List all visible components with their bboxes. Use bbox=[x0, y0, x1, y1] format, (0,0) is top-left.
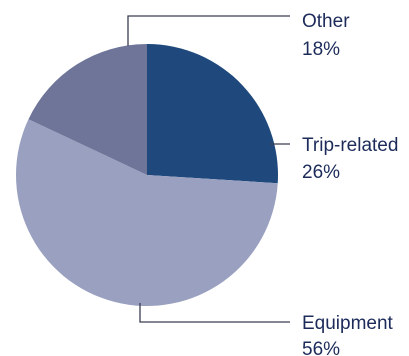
leader-line-equipment bbox=[139, 303, 290, 323]
label-equipment-name: Equipment bbox=[302, 313, 394, 334]
pie-slices bbox=[15, 44, 278, 307]
label-other-value: 18% bbox=[302, 39, 340, 60]
label-other-name: Other bbox=[302, 11, 350, 32]
pie-slice-equipment bbox=[15, 119, 278, 307]
label-equipment-value: 56% bbox=[302, 339, 340, 356]
label-trip-related-name: Trip-related bbox=[302, 135, 398, 156]
label-trip-related-value: 26% bbox=[302, 162, 340, 183]
leader-line-other bbox=[127, 15, 290, 46]
pie-slice-trip-related bbox=[147, 44, 278, 184]
pie-slice-other bbox=[28, 44, 147, 175]
